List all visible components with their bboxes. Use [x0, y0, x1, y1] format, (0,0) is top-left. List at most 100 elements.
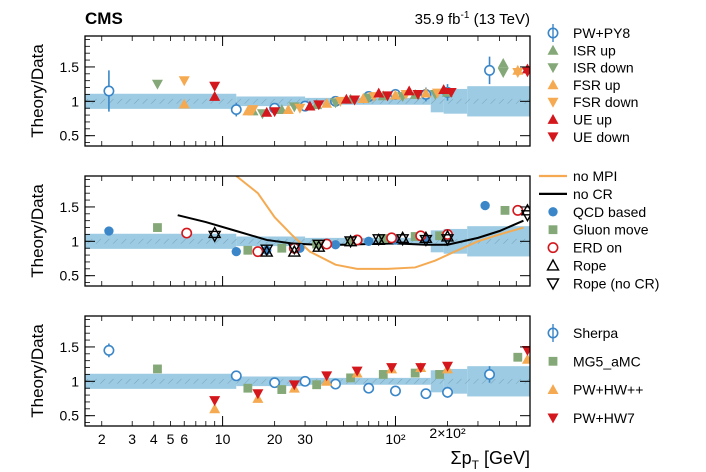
point-rope-no-cr-	[260, 244, 274, 257]
legend-label: QCD based	[573, 204, 646, 220]
point-sherpa	[484, 368, 496, 380]
point-sherpa	[269, 377, 281, 389]
point-fsr-up	[420, 87, 432, 98]
legend-entry: PW+PY8	[547, 24, 630, 42]
point-pw-hw7	[415, 363, 427, 374]
point-ue-down	[269, 107, 281, 118]
legend-marker	[546, 278, 560, 291]
legend-entry: PW+HW7	[547, 410, 635, 426]
point-ue-down	[313, 100, 325, 111]
legend-entry: UE up	[547, 112, 612, 128]
panel-2: 0.5 1 1.5 Theory/Data no MPI no CR QCD based Gl…	[28, 168, 659, 291]
point-rope-no-cr-	[520, 210, 530, 223]
point-ue-down	[349, 95, 361, 106]
point-sherpa	[299, 375, 311, 387]
xtick-label: 4	[150, 431, 158, 447]
xtick-label: 5	[167, 431, 175, 447]
point-rope-no-cr-	[343, 236, 358, 249]
legend-entry: ISR up	[547, 42, 616, 58]
legend-entry: Gluon move	[548, 222, 649, 238]
point-ue-up	[403, 85, 415, 96]
xtick-label: 10²	[385, 431, 406, 447]
point-erd-on	[252, 246, 264, 258]
point-pw-hw7	[321, 371, 333, 382]
point-fsr-up	[178, 98, 190, 109]
point-gluon-move	[500, 205, 510, 215]
point-sherpa	[442, 386, 453, 398]
point-isr-down	[497, 68, 509, 78]
point-gluon-move	[435, 231, 445, 241]
ytick-label: 0.5	[60, 128, 80, 144]
point-rope-no-cr-	[287, 243, 302, 256]
point-pw-hw-	[209, 403, 221, 414]
legend-label: no CR	[573, 186, 613, 202]
point-rope	[395, 230, 410, 243]
point-qcd-based	[480, 200, 490, 211]
legend-label: PW+HW++	[573, 382, 643, 398]
point-mg5-amc	[243, 383, 253, 393]
point-ue-down	[382, 91, 394, 102]
point-ue-up	[304, 100, 316, 111]
legend-label: FSR down	[573, 94, 638, 110]
legend-label: Rope	[573, 258, 607, 274]
ytick-label: 1	[71, 373, 79, 389]
point-fsr-up	[242, 105, 254, 116]
point-qcd-based	[262, 245, 272, 255]
point-erd-on	[181, 227, 193, 239]
legend-entry: no MPI	[539, 168, 617, 184]
legend-entry: FSR up	[547, 77, 621, 93]
point-rope	[520, 203, 530, 216]
ytick-label: 0.5	[60, 408, 80, 424]
point-isr-up	[497, 58, 509, 68]
xtick-label: 2×10²	[429, 425, 466, 441]
axes-frame	[84, 35, 531, 147]
legend-marker	[547, 114, 559, 124]
point-ue-up	[373, 87, 385, 98]
point-fsr-down	[512, 68, 524, 78]
legend-label: ISR down	[573, 60, 634, 76]
point-pw-hw7	[351, 366, 363, 377]
panel-3: 0.5 1 1.5 Theory/Data 2 3 4 5 6 10 20 30 10² 2×10² ΣpT…	[28, 315, 643, 472]
point-pw-hw7	[442, 361, 454, 372]
point-gluon-move	[243, 245, 253, 255]
xtick-label: 6	[180, 431, 188, 447]
point-erd-on	[386, 232, 398, 244]
legend-label: no MPI	[573, 168, 617, 184]
point-gluon-move	[378, 234, 388, 243]
legend-entry: PW+HW++	[547, 382, 643, 398]
point-sherpa	[363, 382, 375, 394]
point-qcd-based	[364, 236, 374, 246]
point-rope-no-cr-	[440, 234, 455, 247]
legend-label: MG5_aMC	[573, 353, 641, 369]
point-rope-no-cr-	[312, 239, 326, 252]
point-pw-hw7	[209, 396, 221, 407]
axes-frame	[84, 175, 531, 287]
cms-label: CMS	[85, 9, 123, 28]
point-pw-hw7	[288, 380, 300, 391]
legend-entry: FSR down	[547, 94, 638, 110]
ytick-label: 1	[71, 93, 79, 109]
axes-frame	[84, 315, 531, 427]
legend-label: PW+PY8	[573, 25, 630, 41]
ylabel: Theory/Data	[28, 324, 47, 418]
point-ue-down	[445, 87, 457, 98]
legend-label: Sherpa	[573, 325, 618, 341]
legend-marker	[547, 97, 559, 108]
stat-band-hatch	[85, 238, 530, 244]
point-qcd-based	[104, 226, 114, 236]
legend-entry: ISR down	[547, 60, 634, 76]
point-fsr-down	[247, 105, 259, 116]
legend-label: UE down	[573, 129, 630, 145]
point-sherpa	[389, 385, 401, 397]
point-sherpa	[330, 378, 341, 390]
legend-label: ISR up	[573, 42, 616, 58]
lumi-label: 35.9 fb-1 (13 TeV)	[415, 10, 530, 28]
legend-marker	[547, 384, 559, 394]
point-rope	[207, 226, 222, 239]
point-qcd-based	[330, 240, 341, 250]
point-mg5-amc	[435, 370, 445, 379]
point-mg5-amc	[346, 373, 355, 383]
point-pw-hw-	[521, 353, 530, 364]
line-no-mpi	[235, 176, 524, 270]
legend-entry: Rope	[546, 258, 607, 274]
